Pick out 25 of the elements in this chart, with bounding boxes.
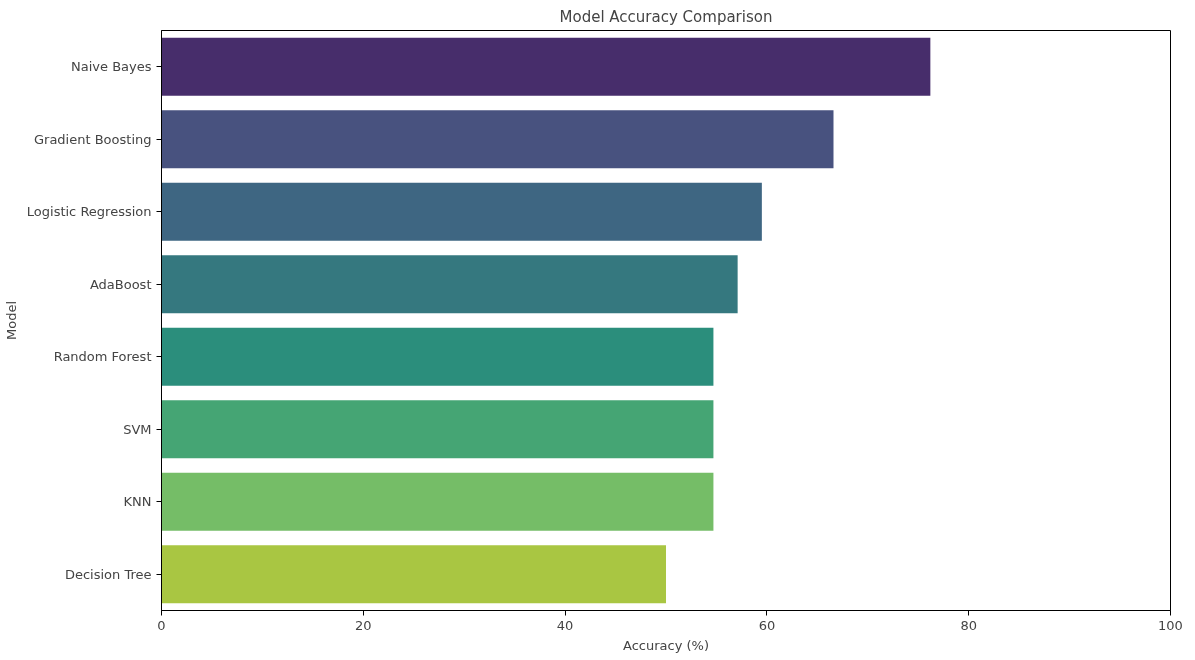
y-tick-label: Logistic Regression bbox=[26, 204, 152, 220]
bar bbox=[161, 110, 834, 169]
x-tick-label: 100 bbox=[1158, 617, 1183, 633]
bar bbox=[161, 545, 666, 604]
bar bbox=[161, 327, 714, 386]
bar bbox=[161, 37, 931, 96]
y-tick-label: Decision Tree bbox=[64, 566, 152, 582]
chart-title: Model Accuracy Comparison bbox=[559, 7, 773, 26]
bar bbox=[161, 400, 714, 459]
y-tick-label: KNN bbox=[123, 494, 152, 510]
x-tick-label: 80 bbox=[960, 617, 977, 633]
y-tick-label: SVM bbox=[123, 421, 152, 437]
y-tick-label: Random Forest bbox=[53, 349, 152, 365]
y-tick-label: Naive Bayes bbox=[71, 59, 152, 75]
bar bbox=[161, 182, 762, 241]
bar bbox=[161, 255, 738, 314]
x-tick-label: 20 bbox=[355, 617, 372, 633]
y-axis-title: Model bbox=[3, 300, 19, 341]
y-tick-label: Gradient Boosting bbox=[33, 131, 152, 147]
x-tick-label: 40 bbox=[556, 617, 574, 633]
x-axis-title: Accuracy (%) bbox=[623, 637, 709, 653]
x-tick-label: 0 bbox=[157, 617, 166, 633]
x-tick-label: 60 bbox=[758, 617, 776, 633]
bar bbox=[161, 472, 714, 531]
y-tick-label: AdaBoost bbox=[89, 276, 152, 292]
